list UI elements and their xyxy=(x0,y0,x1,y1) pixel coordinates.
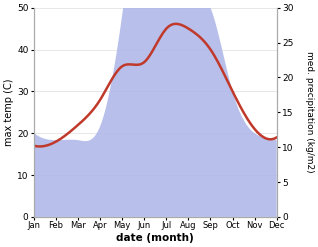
X-axis label: date (month): date (month) xyxy=(116,233,194,243)
Y-axis label: med. precipitation (kg/m2): med. precipitation (kg/m2) xyxy=(305,51,314,173)
Y-axis label: max temp (C): max temp (C) xyxy=(4,79,14,146)
